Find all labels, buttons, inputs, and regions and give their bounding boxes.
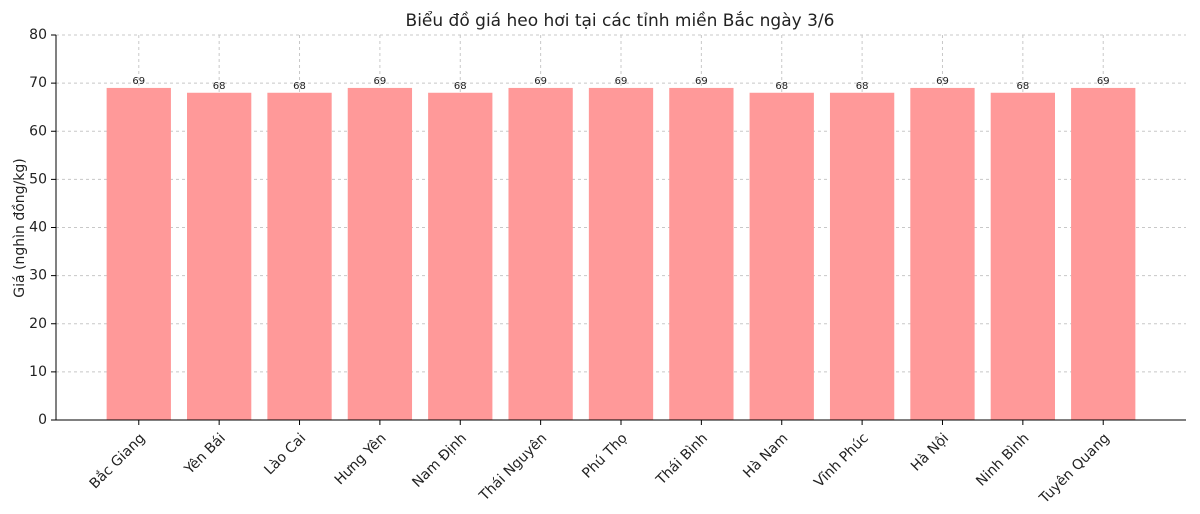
bar: [588, 87, 654, 420]
data-label: 69: [374, 76, 387, 87]
y-tick-label: 60: [29, 123, 47, 139]
bar: [106, 87, 171, 420]
chart-title: Biểu đồ giá heo hơi tại các tỉnh miền Bắ…: [406, 10, 835, 31]
data-label: 68: [1016, 81, 1029, 92]
bar: [187, 92, 252, 420]
data-label: 69: [1097, 76, 1110, 87]
bar: [267, 92, 332, 420]
x-tick-label: Phú Thọ: [579, 430, 630, 481]
x-tick-label: Ninh Bình: [973, 430, 1032, 489]
bar: [1071, 87, 1136, 420]
data-label: 68: [775, 81, 788, 92]
bar: [990, 92, 1055, 420]
y-tick-label: 80: [29, 27, 47, 43]
data-label: 69: [615, 76, 628, 87]
x-tick-label: Lào Cai: [261, 430, 309, 478]
bar: [347, 87, 413, 420]
bar: [829, 92, 895, 420]
bar: [910, 87, 975, 420]
bar: [749, 92, 814, 420]
bar: [508, 87, 573, 420]
bar: [669, 87, 734, 420]
x-tick-label: Nam Định: [409, 430, 470, 491]
y-tick-label: 50: [29, 171, 47, 187]
y-tick-label: 30: [29, 268, 47, 284]
data-label: 69: [936, 76, 949, 87]
y-tick-label: 40: [29, 220, 47, 236]
y-axis-label: Giá (nghìn đồng/kg): [11, 158, 28, 297]
data-label: 69: [132, 76, 145, 87]
x-tick-label: Bắc Giang: [86, 430, 149, 493]
x-tick-label: Yên Bái: [181, 430, 229, 478]
x-tick-label: Vĩnh Phúc: [811, 430, 872, 491]
y-tick-label: 0: [38, 412, 47, 428]
x-tick-label: Thái Bình: [653, 430, 711, 488]
x-tick-label: Hà Nam: [740, 430, 791, 481]
data-label: 68: [213, 81, 226, 92]
x-tick-label: Tuyên Quang: [1036, 430, 1113, 507]
x-tick-label: Hà Nội: [908, 430, 952, 474]
y-tick-label: 20: [29, 316, 47, 332]
data-label: 68: [293, 81, 306, 92]
data-label: 69: [695, 76, 708, 87]
data-label: 69: [534, 76, 547, 87]
x-tick-label: Hưng Yên: [332, 430, 390, 488]
data-label: 68: [856, 81, 869, 92]
y-tick-label: 10: [29, 364, 47, 380]
data-label: 68: [454, 81, 467, 92]
bar: [428, 92, 493, 420]
x-tick-label: Thái Nguyên: [476, 430, 551, 505]
y-tick-label: 70: [29, 75, 47, 91]
